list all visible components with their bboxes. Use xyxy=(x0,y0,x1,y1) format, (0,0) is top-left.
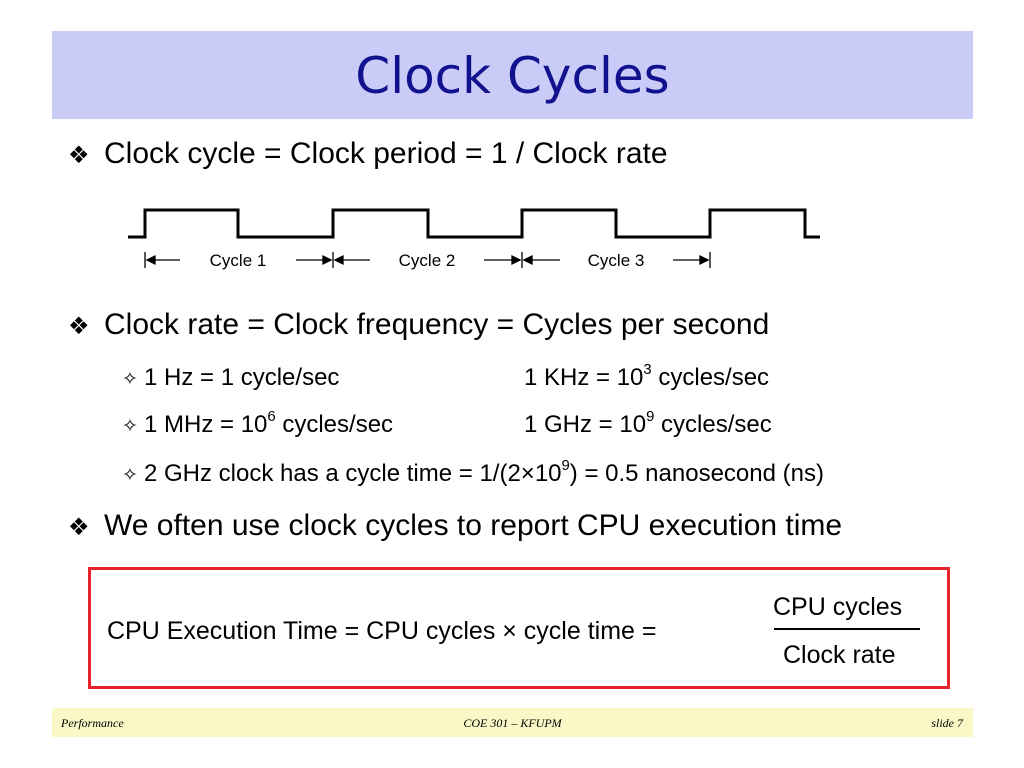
formula-denominator: Clock rate xyxy=(783,641,896,669)
formula-numerator: CPU cycles xyxy=(773,593,903,621)
fraction-bar xyxy=(774,628,920,630)
footer-center: COE 301 – KFUPM xyxy=(463,716,562,730)
bullet-cpu-execution: ❖ We often use clock cycles to report CPU… xyxy=(68,509,842,543)
cycle-label-3: Cycle 3 xyxy=(588,251,645,270)
star-bullet-icon: ✧ xyxy=(122,368,138,390)
footer-right: slide 7 xyxy=(931,716,963,730)
cycle-arrows xyxy=(144,252,711,268)
formula-box xyxy=(88,567,950,689)
cycle-label-1: Cycle 1 xyxy=(210,251,267,270)
footer-left: Performance xyxy=(61,716,124,730)
star-bullet-icon: ✧ xyxy=(122,415,138,437)
clock-waveform: Cycle 1 Cycle 2 Cycle 3 xyxy=(128,208,820,270)
bullet-clock-rate: ❖ Clock rate = Clock frequency = Cycles p… xyxy=(68,308,769,342)
clock-signal-line xyxy=(128,208,820,239)
sub-item-nanosecond: ✧ 2 GHz clock has a cycle time = 1/(2×109… xyxy=(122,457,824,487)
bullet-text: Clock rate = Clock frequency = Cycles pe… xyxy=(104,308,770,341)
sub-item-khz: 1 KHz = 103 cycles/sec xyxy=(524,361,770,391)
slide-title: Clock Cycles xyxy=(355,47,670,105)
sub-item-ghz: 1 GHz = 109 cycles/sec xyxy=(524,408,772,438)
star-bullet-icon: ✧ xyxy=(122,464,138,486)
title-bar: Clock Cycles xyxy=(52,31,973,119)
formula-lhs: CPU Execution Time = CPU cycles × cycle … xyxy=(107,617,657,645)
diamond-bullet-icon: ❖ xyxy=(68,312,90,340)
sub-item-hz: ✧ 1 Hz = 1 cycle/sec xyxy=(122,364,340,391)
bullet-clock-cycle: ❖ Clock cycle = Clock period = 1 / Clock … xyxy=(68,137,668,171)
diamond-bullet-icon: ❖ xyxy=(68,141,90,169)
diamond-bullet-icon: ❖ xyxy=(68,513,90,541)
footer: Performance COE 301 – KFUPM slide 7 xyxy=(52,708,973,737)
bullet-text: We often use clock cycles to report CPU … xyxy=(104,509,843,542)
cycle-label-2: Cycle 2 xyxy=(399,251,456,270)
sub-item-mhz: ✧ 1 MHz = 106 cycles/sec xyxy=(122,408,394,438)
bullet-text: Clock cycle = Clock period = 1 / Clock r… xyxy=(104,137,668,170)
